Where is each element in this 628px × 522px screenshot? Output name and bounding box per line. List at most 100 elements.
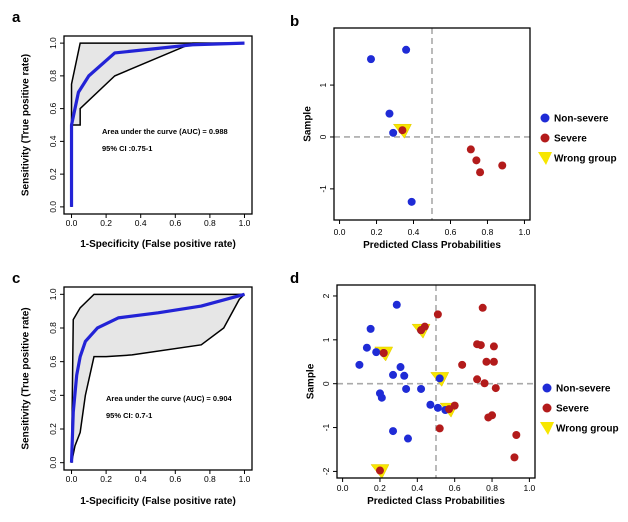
non-severe-point — [355, 360, 364, 369]
x-tick-label: 0.6 — [449, 483, 461, 493]
x-tick-label: 1.0 — [239, 474, 251, 484]
ci-band — [71, 294, 245, 463]
y-tick-label: 0.4 — [48, 389, 58, 401]
x-tick-label: 0.0 — [337, 483, 349, 493]
severe-point — [498, 161, 507, 170]
x-tick-label: 1.0 — [519, 227, 531, 237]
ci-annotation: 95% CI: 0.7-1 — [106, 411, 152, 420]
panel-letter: c — [12, 270, 20, 287]
severe-point — [510, 453, 519, 462]
legend-non-severe-marker — [540, 113, 550, 123]
x-tick-label: 1.0 — [523, 483, 535, 493]
legend-wrong-group-marker — [538, 152, 552, 165]
panel-b: b -1 0 1 Non-severe Severe Wrong group 0.0 0.2 0.… — [290, 13, 617, 251]
non-severe-point — [362, 343, 371, 352]
legend-severe-label: Severe — [556, 404, 589, 415]
legend-severe-marker — [540, 133, 550, 143]
y-axis-title: Sensitivity (True positive rate) — [21, 307, 32, 449]
x-tick-label: 0.8 — [204, 218, 216, 228]
non-severe-point — [385, 109, 394, 118]
severe-point — [478, 303, 487, 312]
y-tick-label: 0.2 — [48, 168, 58, 180]
non-severe-point — [372, 348, 381, 357]
legend-non-severe-label: Non-severe — [554, 114, 609, 125]
x-tick-label: 0.6 — [169, 474, 181, 484]
severe-point — [482, 357, 491, 366]
severe-point — [417, 326, 426, 335]
x-tick-label: 0.8 — [204, 474, 216, 484]
x-tick-label: 0.2 — [100, 474, 112, 484]
y-tick-label: -2 — [321, 467, 331, 475]
severe-point — [398, 126, 407, 135]
plot-frame — [333, 27, 531, 221]
y-tick-label: 0.6 — [48, 102, 58, 114]
x-tick-label: 0.8 — [486, 483, 498, 493]
non-severe-point — [392, 300, 401, 309]
plot-frame — [63, 35, 253, 215]
severe-point — [433, 310, 442, 319]
non-severe-point — [400, 371, 409, 380]
y-tick-label: 0.0 — [48, 457, 58, 469]
x-tick-label: 1.0 — [239, 218, 251, 228]
non-severe-point — [403, 434, 412, 443]
x-axis-title: Predicted Class Probabilities — [363, 240, 501, 251]
x-tick-label: 0.2 — [371, 227, 383, 237]
severe-point — [445, 405, 454, 414]
non-severe-point — [389, 427, 398, 436]
y-axis-title: Sensitivity (True positive rate) — [21, 54, 32, 196]
y-tick-label: 0.6 — [48, 355, 58, 367]
y-axis-title: Sample — [303, 106, 314, 142]
legend-non-severe-marker — [542, 383, 552, 393]
x-tick-label: 0.4 — [411, 483, 423, 493]
panel-letter: b — [290, 13, 299, 30]
legend-severe-label: Severe — [554, 134, 587, 145]
y-tick-label: 2 — [321, 293, 331, 298]
severe-point — [491, 384, 500, 393]
x-tick-label: 0.6 — [445, 227, 457, 237]
non-severe-point — [417, 384, 426, 393]
non-severe-point — [402, 384, 411, 393]
non-severe-point — [366, 324, 375, 333]
ci-band — [71, 43, 245, 207]
severe-point — [375, 466, 384, 475]
legend-non-severe-label: Non-severe — [556, 384, 611, 395]
non-severe-point — [407, 197, 416, 206]
y-tick-label: -1 — [318, 185, 328, 193]
legend-wrong-group-label: Wrong group — [554, 154, 617, 165]
panel-c: c Area under the curve (AUC) = 0.904 95% C… — [12, 270, 253, 507]
plot-frame — [336, 284, 536, 479]
y-tick-label: 0.8 — [48, 70, 58, 82]
x-tick-label: 0.4 — [135, 474, 147, 484]
panel-a: a Area under the curve (AUC) = 0.988 95% C… — [12, 9, 253, 250]
panel-letter: a — [12, 9, 21, 26]
y-tick-label: -1 — [321, 424, 331, 432]
non-severe-point — [426, 400, 435, 409]
severe-point — [489, 357, 498, 366]
legend-wrong-group-label: Wrong group — [556, 424, 619, 435]
non-severe-point — [389, 370, 398, 379]
x-tick-label: 0.0 — [66, 474, 78, 484]
ci-upper-line — [70, 293, 245, 463]
severe-point — [466, 145, 475, 154]
auc-annotation: Area under the curve (AUC) = 0.988 — [102, 127, 228, 136]
severe-point — [480, 379, 489, 388]
y-tick-label: 1.0 — [48, 288, 58, 300]
y-tick-label: 1 — [318, 82, 328, 87]
x-tick-label: 0.4 — [408, 227, 420, 237]
x-tick-label: 0.8 — [482, 227, 494, 237]
panel-letter: d — [290, 270, 299, 287]
severe-point — [512, 431, 521, 440]
legend-wrong-group-marker — [540, 422, 554, 435]
non-severe-point — [389, 128, 398, 137]
panel-d: d -2 -1 0 1 2 Non-severe Severe Wrong group 0.0 0.… — [290, 270, 619, 507]
non-severe-point — [366, 55, 375, 64]
severe-point — [472, 156, 481, 165]
x-axis-title: 1-Specificity (False positive rate) — [80, 239, 236, 250]
y-axis-title: Sample — [306, 363, 317, 399]
y-tick-label: 0 — [318, 134, 328, 139]
severe-point — [379, 348, 388, 357]
y-tick-label: 1.0 — [48, 37, 58, 49]
y-tick-label: 0.2 — [48, 423, 58, 435]
x-tick-label: 0.0 — [66, 218, 78, 228]
